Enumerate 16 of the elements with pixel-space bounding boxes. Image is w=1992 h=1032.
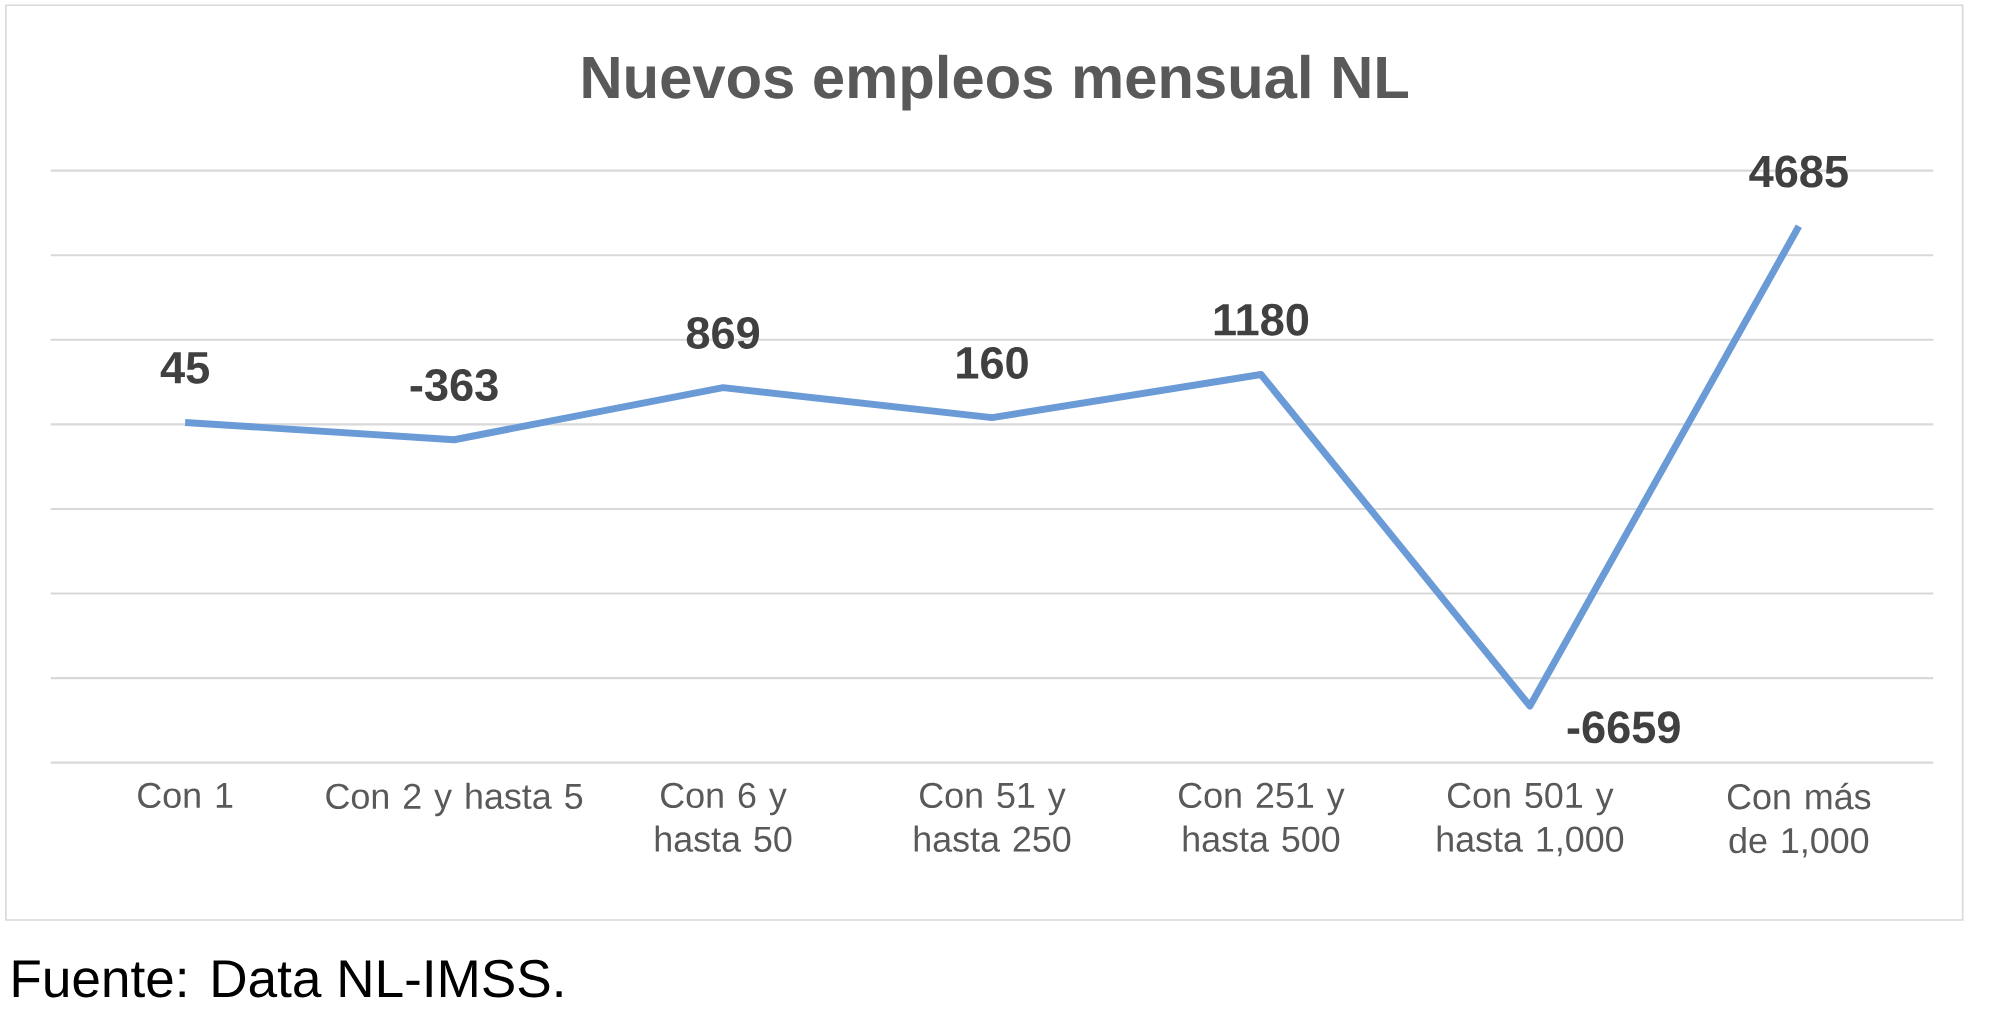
data-label: 1180	[1214, 303, 1309, 336]
source-note: Fuente: Data NL-IMSS.	[13, 959, 562, 998]
x-tick-label: Con 1	[138, 782, 233, 809]
x-tick-label: Con 251 y hasta 500	[1179, 782, 1345, 852]
data-label: 869	[686, 316, 760, 349]
data-label: 160	[957, 346, 1028, 379]
chart-title: Nuevos empleos mensual NL	[583, 54, 1408, 111]
x-tick-label: Con 501 y hasta 1,000	[1437, 782, 1624, 857]
data-label: -6659	[1567, 711, 1680, 744]
x-tick-label: Con 2 y hasta 5	[326, 782, 583, 817]
x-tick-label: Con 6 y hasta 50	[655, 782, 792, 852]
data-label: 4685	[1749, 155, 1848, 188]
x-tick-label: Con más de 1,000	[1727, 782, 1871, 858]
data-label: -363	[410, 368, 498, 401]
x-tick-label: Con 51 y hasta 250	[914, 782, 1071, 852]
data-label: 45	[160, 352, 210, 384]
